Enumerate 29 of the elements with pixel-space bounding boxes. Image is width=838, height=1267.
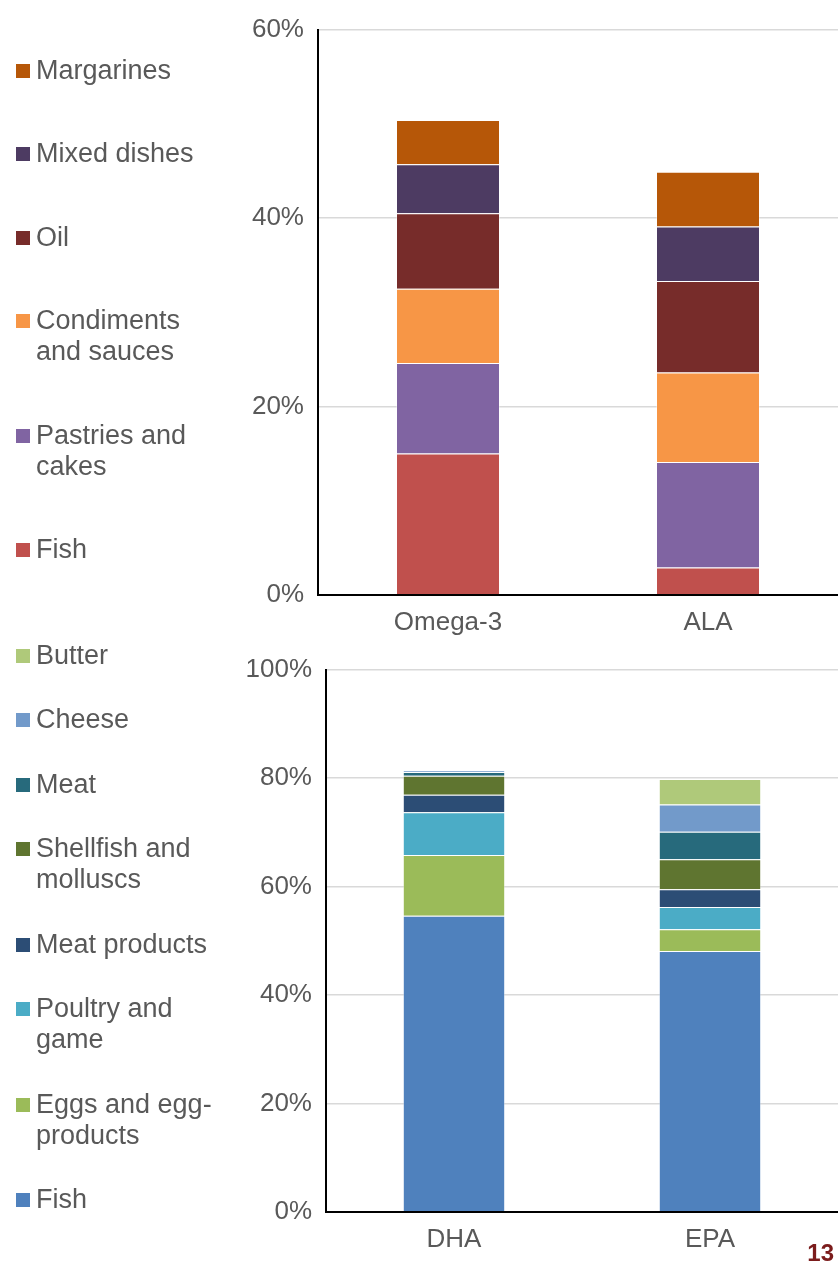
x-tick-label: DHA: [426, 1222, 483, 1253]
x-tick-label: Omega-3: [393, 605, 503, 636]
legend-label: Meat: [36, 768, 97, 800]
y-tick-label: 40%: [259, 978, 312, 1009]
legend-label: Butter: [36, 640, 109, 671]
legend-label: Poultry and game: [36, 993, 174, 1056]
y-tick-label: 0%: [266, 577, 304, 608]
y-tick-label: 80%: [259, 761, 312, 792]
legend-label: Meat products: [36, 928, 208, 960]
y-tick-label: 20%: [251, 389, 304, 420]
y-tick-label: 20%: [259, 1086, 312, 1117]
text: 13: [807, 1239, 834, 1267]
legend-label: Condiments and sauces: [36, 305, 182, 368]
legend-label: Pastries and cakes: [36, 419, 188, 482]
legend-label: Mixed dishes: [36, 138, 194, 170]
legend-label: Eggs and egg-products: [36, 1088, 213, 1151]
legend-label: Fish: [36, 533, 88, 565]
x-tick-label: ALA: [683, 605, 734, 636]
y-tick-label: 60%: [251, 12, 304, 43]
y-tick-label: 60%: [259, 869, 312, 900]
legend-label: Margarines: [36, 55, 172, 86]
legend-label: Shellfish and molluscs: [36, 833, 192, 896]
legend-label: Oil: [36, 221, 69, 253]
x-tick-label: EPA: [684, 1222, 736, 1253]
y-tick-label: 0%: [274, 1194, 312, 1225]
legend-label: Cheese: [36, 704, 130, 736]
legend-label: Fish: [36, 1183, 88, 1215]
y-tick-label: 100%: [245, 652, 312, 683]
y-tick-label: 40%: [251, 201, 304, 232]
